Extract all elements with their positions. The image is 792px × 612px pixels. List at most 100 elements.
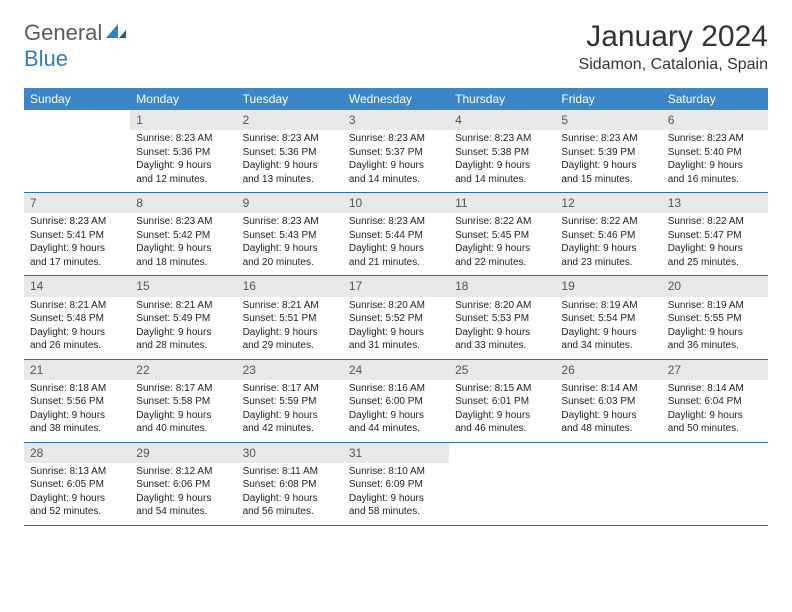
- day-number: 5: [555, 110, 661, 130]
- day-info-line: Sunrise: 8:23 AM: [243, 132, 337, 146]
- day-info-line: Daylight: 9 hours: [30, 326, 124, 340]
- day-info-line: and 38 minutes.: [30, 422, 124, 436]
- day-info-line: Sunset: 5:45 PM: [455, 229, 549, 243]
- day-info-line: Sunset: 5:53 PM: [455, 312, 549, 326]
- calendar-day-cell: 26Sunrise: 8:14 AMSunset: 6:03 PMDayligh…: [555, 359, 661, 442]
- header: General Blue January 2024 Sidamon, Catal…: [24, 20, 768, 74]
- day-info-line: Sunrise: 8:22 AM: [455, 215, 549, 229]
- day-info-line: Sunrise: 8:13 AM: [30, 465, 124, 479]
- day-info-line: Sunset: 5:47 PM: [668, 229, 762, 243]
- day-info-line: and 28 minutes.: [136, 339, 230, 353]
- weekday-header: Monday: [130, 88, 236, 110]
- day-info-line: Daylight: 9 hours: [668, 409, 762, 423]
- day-info-line: Sunrise: 8:14 AM: [561, 382, 655, 396]
- calendar-day-cell: 6Sunrise: 8:23 AMSunset: 5:40 PMDaylight…: [662, 110, 768, 193]
- day-number: 30: [237, 443, 343, 463]
- day-info-line: Daylight: 9 hours: [561, 242, 655, 256]
- day-info-line: and 40 minutes.: [136, 422, 230, 436]
- day-info-line: Daylight: 9 hours: [455, 159, 549, 173]
- day-info-line: and 54 minutes.: [136, 505, 230, 519]
- day-info-line: Daylight: 9 hours: [243, 409, 337, 423]
- day-info-line: Sunrise: 8:20 AM: [349, 299, 443, 313]
- day-info-line: Daylight: 9 hours: [349, 326, 443, 340]
- logo-text-general: General: [24, 20, 102, 45]
- day-info-line: Daylight: 9 hours: [349, 492, 443, 506]
- day-info-line: Daylight: 9 hours: [30, 242, 124, 256]
- day-number: 9: [237, 193, 343, 213]
- day-info-line: Daylight: 9 hours: [561, 159, 655, 173]
- calendar-day-cell: 9Sunrise: 8:23 AMSunset: 5:43 PMDaylight…: [237, 193, 343, 276]
- calendar-day-cell: 16Sunrise: 8:21 AMSunset: 5:51 PMDayligh…: [237, 276, 343, 359]
- day-info-line: Daylight: 9 hours: [349, 409, 443, 423]
- calendar-day-cell: 20Sunrise: 8:19 AMSunset: 5:55 PMDayligh…: [662, 276, 768, 359]
- day-info-line: and 23 minutes.: [561, 256, 655, 270]
- calendar-day-cell: 18Sunrise: 8:20 AMSunset: 5:53 PMDayligh…: [449, 276, 555, 359]
- day-info-line: and 29 minutes.: [243, 339, 337, 353]
- day-info-line: and 48 minutes.: [561, 422, 655, 436]
- day-info-line: Sunrise: 8:23 AM: [349, 132, 443, 146]
- calendar-week-row: 14Sunrise: 8:21 AMSunset: 5:48 PMDayligh…: [24, 276, 768, 359]
- calendar-day-cell: 4Sunrise: 8:23 AMSunset: 5:38 PMDaylight…: [449, 110, 555, 193]
- calendar-day-cell: 19Sunrise: 8:19 AMSunset: 5:54 PMDayligh…: [555, 276, 661, 359]
- day-info-line: Daylight: 9 hours: [455, 409, 549, 423]
- day-info-line: and 36 minutes.: [668, 339, 762, 353]
- day-number: 20: [662, 276, 768, 296]
- day-info-line: Sunrise: 8:22 AM: [561, 215, 655, 229]
- day-number: 4: [449, 110, 555, 130]
- day-info-line: Sunrise: 8:21 AM: [136, 299, 230, 313]
- day-info-line: and 33 minutes.: [455, 339, 549, 353]
- calendar-day-cell: 7Sunrise: 8:23 AMSunset: 5:41 PMDaylight…: [24, 193, 130, 276]
- day-info-line: Sunset: 5:38 PM: [455, 146, 549, 160]
- day-info-line: Daylight: 9 hours: [668, 242, 762, 256]
- day-info-line: Sunrise: 8:17 AM: [136, 382, 230, 396]
- calendar-day-cell: 14Sunrise: 8:21 AMSunset: 5:48 PMDayligh…: [24, 276, 130, 359]
- day-info-line: Sunset: 5:42 PM: [136, 229, 230, 243]
- day-info-line: Sunset: 5:46 PM: [561, 229, 655, 243]
- day-info-line: Sunset: 5:36 PM: [136, 146, 230, 160]
- day-info-line: Sunrise: 8:23 AM: [243, 215, 337, 229]
- day-info-line: Daylight: 9 hours: [561, 326, 655, 340]
- day-info-line: Sunrise: 8:22 AM: [668, 215, 762, 229]
- calendar-day-cell: [24, 110, 130, 193]
- day-info-line: Daylight: 9 hours: [30, 492, 124, 506]
- day-info-line: Sunrise: 8:18 AM: [30, 382, 124, 396]
- day-info-line: Sunrise: 8:11 AM: [243, 465, 337, 479]
- day-info-line: Daylight: 9 hours: [136, 326, 230, 340]
- day-info-line: Daylight: 9 hours: [136, 242, 230, 256]
- day-number: 16: [237, 276, 343, 296]
- calendar-day-cell: 25Sunrise: 8:15 AMSunset: 6:01 PMDayligh…: [449, 359, 555, 442]
- day-info-line: Sunset: 5:58 PM: [136, 395, 230, 409]
- day-info-line: Daylight: 9 hours: [243, 492, 337, 506]
- calendar-day-cell: 13Sunrise: 8:22 AMSunset: 5:47 PMDayligh…: [662, 193, 768, 276]
- day-info-line: Sunrise: 8:23 AM: [136, 215, 230, 229]
- day-info-line: and 56 minutes.: [243, 505, 337, 519]
- day-info-line: and 21 minutes.: [349, 256, 443, 270]
- day-info-line: and 17 minutes.: [30, 256, 124, 270]
- calendar-day-cell: 5Sunrise: 8:23 AMSunset: 5:39 PMDaylight…: [555, 110, 661, 193]
- day-number: 27: [662, 360, 768, 380]
- weekday-header: Tuesday: [237, 88, 343, 110]
- calendar-day-cell: 15Sunrise: 8:21 AMSunset: 5:49 PMDayligh…: [130, 276, 236, 359]
- day-info-line: Sunrise: 8:23 AM: [668, 132, 762, 146]
- logo-text-blue: Blue: [24, 46, 68, 71]
- day-info-line: Sunrise: 8:20 AM: [455, 299, 549, 313]
- day-number: 28: [24, 443, 130, 463]
- day-info-line: and 58 minutes.: [349, 505, 443, 519]
- day-info-line: and 14 minutes.: [455, 173, 549, 187]
- day-info-line: Daylight: 9 hours: [136, 159, 230, 173]
- day-info-line: and 25 minutes.: [668, 256, 762, 270]
- calendar-week-row: 7Sunrise: 8:23 AMSunset: 5:41 PMDaylight…: [24, 193, 768, 276]
- day-info-line: Daylight: 9 hours: [30, 409, 124, 423]
- day-info-line: Sunset: 5:56 PM: [30, 395, 124, 409]
- calendar-day-cell: 1Sunrise: 8:23 AMSunset: 5:36 PMDaylight…: [130, 110, 236, 193]
- day-info-line: and 14 minutes.: [349, 173, 443, 187]
- month-title: January 2024: [579, 20, 768, 54]
- weekday-header-row: Sunday Monday Tuesday Wednesday Thursday…: [24, 88, 768, 110]
- calendar-day-cell: 8Sunrise: 8:23 AMSunset: 5:42 PMDaylight…: [130, 193, 236, 276]
- day-number: 1: [130, 110, 236, 130]
- calendar-day-cell: 31Sunrise: 8:10 AMSunset: 6:09 PMDayligh…: [343, 442, 449, 525]
- day-info-line: Sunset: 5:43 PM: [243, 229, 337, 243]
- day-number: 18: [449, 276, 555, 296]
- weekday-header: Wednesday: [343, 88, 449, 110]
- day-info-line: Sunset: 5:40 PM: [668, 146, 762, 160]
